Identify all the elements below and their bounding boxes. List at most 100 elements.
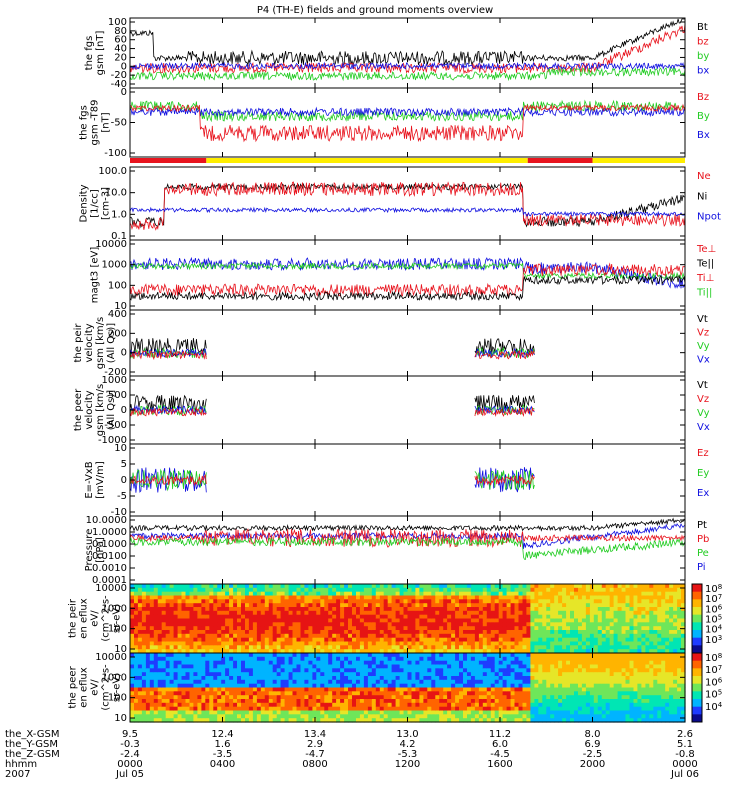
- heatmap-cell: [209, 614, 214, 620]
- heatmap-cell: [268, 595, 274, 600]
- heatmap-cell: [276, 614, 282, 620]
- heatmap-cell: [562, 587, 567, 593]
- heatmap-cell: [356, 676, 361, 681]
- heatmap-cell: [530, 676, 535, 681]
- heatmap-cell: [237, 660, 242, 666]
- heatmap-cell: [415, 584, 420, 589]
- heatmap-cell: [153, 660, 159, 666]
- heatmap-cell: [621, 633, 627, 639]
- heatmap-cell: [340, 679, 345, 685]
- heatmap-cell: [613, 618, 619, 623]
- heatmap-cell: [633, 599, 639, 604]
- heatmap-cell: [542, 610, 547, 616]
- heatmap-cell: [474, 699, 480, 704]
- heatmap-cell: [431, 622, 436, 627]
- heatmap-cell: [280, 630, 286, 635]
- heatmap-cell: [344, 660, 349, 666]
- heatmap-cell: [375, 699, 381, 704]
- heatmap-cell: [161, 672, 167, 677]
- heatmap-cell: [407, 691, 413, 696]
- heatmap-cell: [526, 641, 531, 646]
- heatmap-cell: [605, 614, 611, 620]
- heatmap-cell: [502, 672, 508, 677]
- heatmap-cell: [359, 702, 365, 708]
- heatmap-cell: [558, 622, 563, 627]
- heatmap-cell: [233, 595, 238, 600]
- heatmap-cell: [248, 660, 254, 666]
- heatmap-cell: [328, 691, 333, 696]
- heatmap-cell: [284, 691, 290, 696]
- heatmap-cell: [403, 683, 409, 689]
- heatmap-cell: [348, 683, 353, 689]
- heatmap-cell: [419, 691, 424, 696]
- heatmap-cell: [387, 691, 393, 696]
- heatmap-cell: [256, 614, 262, 620]
- panel-frame: [129, 443, 686, 517]
- heatmap-cell: [157, 695, 163, 700]
- heatmap-cell: [332, 649, 337, 654]
- heatmap-cell: [411, 683, 417, 689]
- heatmap-cell: [490, 695, 496, 700]
- heatmap-cell: [157, 584, 163, 589]
- heatmap-cell: [407, 656, 413, 662]
- heatmap-cell: [589, 599, 595, 604]
- heatmap-cell: [403, 645, 409, 650]
- heatmap-cell: [455, 691, 460, 696]
- heatmap-cell: [383, 603, 389, 608]
- heatmap-cell: [256, 584, 262, 589]
- heatmap-cell: [570, 695, 575, 700]
- heatmap-cell: [463, 595, 468, 600]
- heatmap-cell: [570, 610, 575, 616]
- heatmap-cell: [260, 584, 266, 589]
- heatmap-cell: [173, 679, 179, 685]
- heatmap-cell: [451, 584, 456, 589]
- heatmap-cell: [375, 718, 381, 723]
- heatmap-cell: [292, 633, 298, 639]
- y-axis-label: the peer velocity gsm [km/s (All Qs)]: [73, 384, 117, 437]
- heatmap-cell: [252, 633, 258, 639]
- heatmap-cell: [245, 622, 250, 627]
- heatmap-cell: [245, 672, 250, 677]
- heatmap-cell: [550, 706, 555, 712]
- heatmap-cell: [316, 653, 321, 658]
- heatmap-cell: [173, 599, 179, 604]
- heatmap-cell: [558, 699, 563, 704]
- heatmap-cell: [570, 702, 575, 708]
- heatmap-cell: [316, 599, 321, 604]
- heatmap-cell: [153, 676, 159, 681]
- heatmap-cell: [510, 599, 516, 604]
- heatmap-cell: [371, 664, 377, 669]
- heatmap-cell: [585, 679, 591, 685]
- heatmap-cell: [153, 626, 159, 631]
- heatmap-cell: [427, 614, 432, 620]
- heatmap-cell: [237, 714, 242, 719]
- heatmap-cell: [248, 687, 254, 692]
- heatmap-cell: [344, 702, 349, 708]
- heatmap-cell: [363, 672, 369, 677]
- heatmap-cell: [276, 645, 282, 650]
- heatmap-cell: [395, 607, 401, 612]
- heatmap-cell: [340, 633, 345, 639]
- heatmap-cell: [237, 687, 242, 692]
- heatmap-cell: [173, 664, 179, 669]
- heatmap-cell: [304, 683, 309, 689]
- heatmap-cell: [272, 664, 278, 669]
- heatmap-cell: [375, 587, 381, 593]
- heatmap-cell: [625, 626, 631, 631]
- heatmap-cell: [359, 584, 365, 589]
- heatmap-cell: [470, 633, 476, 639]
- heatmap-cell: [502, 622, 508, 627]
- heatmap-cell: [359, 664, 365, 669]
- heatmap-cell: [383, 645, 389, 650]
- heatmap-cell: [248, 599, 254, 604]
- heatmap-cell: [130, 653, 135, 658]
- y-tick-label: 10.0: [105, 188, 127, 199]
- heatmap-cell: [383, 599, 389, 604]
- heatmap-cell: [185, 714, 191, 719]
- heatmap-cell: [423, 630, 428, 635]
- heatmap-cell: [137, 614, 143, 620]
- heatmap-cell: [328, 618, 333, 623]
- heatmap-cell: [161, 584, 167, 589]
- heatmap-cell: [344, 595, 349, 600]
